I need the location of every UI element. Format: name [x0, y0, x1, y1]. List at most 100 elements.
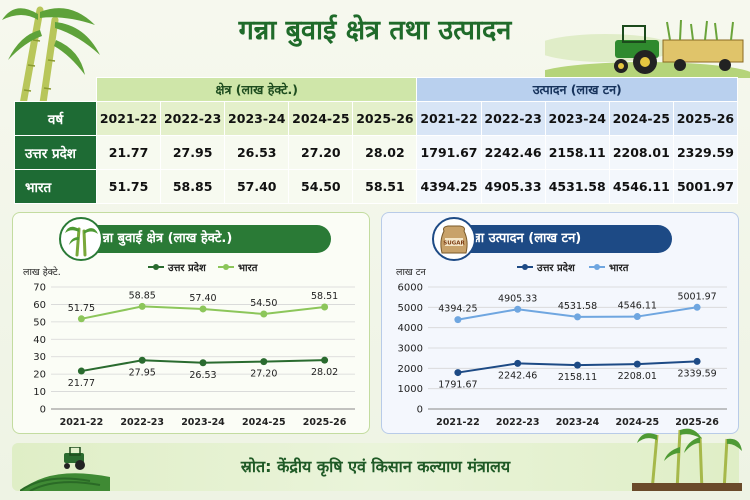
data-label: 54.50	[250, 298, 277, 309]
y-tick-label: 60	[33, 300, 46, 311]
production-chart-panel: गन्ना उत्पादन (लाख टन) SUGAR लाख टन 0 1000…	[381, 212, 739, 434]
area-group-header: क्षेत्र (लाख हेक्टे.)	[95, 77, 418, 102]
source-text: स्रोत: केंद्रीय कृषि एवं किसान कल्याण मं…	[240, 457, 511, 476]
y-tick-label: 5000	[398, 303, 423, 314]
area-chart-title: गन्ना बुवाई क्षेत्र (लाख हेक्टे.)	[63, 225, 331, 253]
area-cell: 27.95	[160, 135, 226, 170]
data-label: 27.20	[250, 369, 277, 380]
production-cell: 5001.97	[672, 169, 739, 204]
data-point	[454, 369, 462, 377]
x-tick-label: 2023-24	[181, 417, 225, 428]
data-label: 2208.01	[618, 371, 657, 382]
data-point	[199, 305, 207, 313]
sugarcane-icon	[2, 6, 100, 110]
x-tick-label: 2025-26	[675, 417, 719, 428]
production-group-header: उत्पादन (लाख टन)	[416, 77, 738, 102]
production-cell: 2242.46	[480, 135, 546, 170]
production-cell: 4394.25	[416, 169, 482, 204]
area-cell: 58.85	[160, 169, 226, 204]
page-title: गन्ना बुवाई क्षेत्र तथा उत्पादन	[238, 15, 512, 46]
data-table: क्षेत्र (लाख हेक्टे.) उत्पादन (लाख टन) व…	[14, 77, 739, 204]
data-label: 51.75	[68, 303, 95, 314]
year-cell: 2022-23	[480, 101, 546, 136]
data-point	[321, 356, 329, 364]
y-axis-label: लाख टन	[396, 267, 426, 278]
area-chart-panel: गन्ना बुवाई क्षेत्र (लाख हेक्टे.) लाख हे…	[12, 212, 370, 434]
x-tick-label: 2024-25	[615, 417, 659, 428]
x-tick-label: 2022-23	[496, 417, 540, 428]
production-line-chart: लाख टन 0 1000 2000 3000 4000 5000 6000 2021-22 20…	[396, 261, 727, 428]
production-cell: 4531.58	[544, 169, 610, 204]
data-label: 58.85	[129, 290, 156, 301]
legend-label: उत्तर प्रदेश	[167, 261, 207, 274]
data-point	[77, 367, 85, 375]
production-cell: 4905.33	[480, 169, 546, 204]
data-point	[633, 360, 641, 368]
data-point	[260, 310, 268, 318]
source-footer: स्रोत: केंद्रीय कृषि एवं किसान कल्याण मं…	[12, 428, 742, 491]
table-corner	[15, 78, 97, 102]
area-cell: 57.40	[224, 169, 290, 204]
data-point	[260, 358, 268, 366]
legend-label: भारत	[609, 263, 630, 274]
year-cell: 2021-22	[95, 101, 162, 136]
y-axis-label: लाख हेक्टे.	[23, 266, 61, 278]
year-cell: 2024-25	[288, 101, 354, 136]
data-point	[693, 357, 701, 365]
sugarcane-icon	[59, 217, 103, 261]
year-header: वर्ष	[14, 101, 97, 136]
x-tick-label: 2021-22	[60, 417, 104, 428]
legend-label: उत्तर प्रदेश	[536, 261, 576, 274]
y-tick-label: 30	[33, 352, 46, 363]
y-tick-label: 1000	[398, 384, 423, 395]
x-tick-label: 2023-24	[556, 417, 600, 428]
data-label: 4546.11	[618, 301, 657, 312]
year-cell: 2022-23	[160, 101, 226, 136]
data-label: 2339.59	[677, 368, 716, 379]
y-tick-label: 2000	[398, 364, 423, 375]
sugar-sack-icon: SUGAR	[432, 217, 476, 261]
data-point	[693, 303, 701, 311]
y-tick-label: 10	[33, 387, 46, 398]
area-line-chart: लाख हेक्टे. 0 10 20 30 40 50 60 70 2021-22 2022-23…	[23, 261, 355, 428]
data-point	[138, 302, 146, 310]
year-cell: 2024-25	[608, 101, 674, 136]
table-row: भारत 51.75 58.85 57.40 54.50 58.51 4394.…	[14, 169, 739, 204]
data-point	[321, 303, 329, 311]
area-cell: 21.77	[95, 135, 162, 170]
year-cell: 2023-24	[224, 101, 290, 136]
y-tick-label: 0	[40, 405, 46, 416]
data-point	[138, 356, 146, 364]
production-cell: 2208.01	[608, 135, 674, 170]
data-label: 57.40	[189, 293, 216, 304]
data-point	[77, 315, 85, 323]
year-cell: 2025-26	[672, 101, 739, 136]
year-cell: 2021-22	[416, 101, 482, 136]
area-cell: 27.20	[288, 135, 354, 170]
legend-marker	[223, 264, 229, 270]
data-label: 4531.58	[558, 301, 597, 312]
farm-field-icon	[20, 447, 110, 491]
area-cell: 51.75	[95, 169, 162, 204]
data-label: 28.02	[311, 367, 338, 378]
area-cell: 58.51	[352, 169, 418, 204]
y-tick-label: 20	[33, 370, 46, 381]
x-tick-label: 2022-23	[120, 417, 164, 428]
area-cell: 28.02	[352, 135, 418, 170]
data-label: 21.77	[68, 378, 95, 389]
year-cell: 2025-26	[352, 101, 418, 136]
sugarcane-icon	[632, 428, 742, 491]
production-cell: 2158.11	[544, 135, 610, 170]
tractor-icon	[545, 19, 750, 78]
legend-marker	[522, 264, 528, 270]
year-cell: 2023-24	[544, 101, 610, 136]
data-label: 2242.46	[498, 370, 537, 381]
sugar-sack-label: SUGAR	[443, 241, 465, 247]
data-point	[514, 305, 522, 313]
y-tick-label: 3000	[398, 344, 423, 355]
row-label: भारत	[14, 169, 97, 204]
data-label: 58.51	[311, 291, 338, 302]
data-label: 27.95	[129, 367, 156, 378]
x-tick-label: 2024-25	[242, 417, 286, 428]
x-tick-label: 2021-22	[436, 417, 480, 428]
